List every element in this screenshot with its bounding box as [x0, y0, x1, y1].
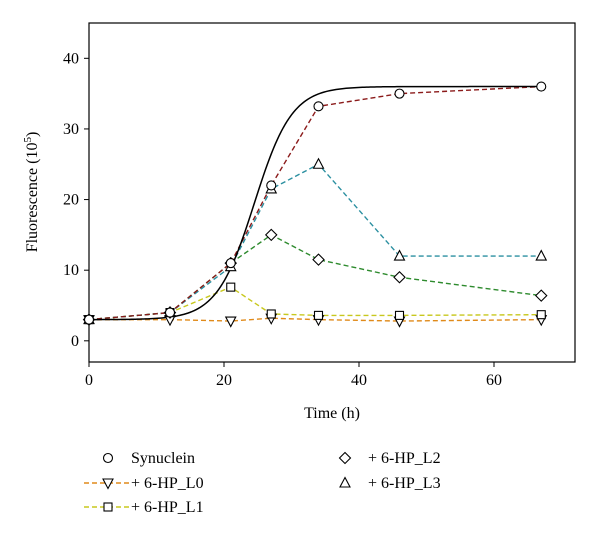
legend-item: + 6-HP_L1: [84, 499, 204, 516]
legend-label: + 6-HP_L0: [131, 475, 204, 492]
data-point: [536, 310, 546, 320]
series-line: [88, 163, 542, 321]
legend: Synuclein + 6-HP_L0 + 6-HP_L1 + 6-HP_L2 + 6-…: [84, 450, 441, 516]
y-tick-label: 30: [63, 121, 79, 138]
data-point: [224, 316, 237, 328]
fit-curve: [89, 85, 543, 321]
series-line: [88, 85, 542, 321]
y-tick-label: 0: [71, 333, 79, 350]
chart-marks: [82, 81, 548, 328]
legend-marker: [102, 452, 114, 464]
x-tick-label: 0: [85, 372, 93, 389]
data-point: [266, 180, 277, 191]
data-point: [312, 253, 325, 266]
axis-ticks: 0 20 40 60 0 10 20 30 40: [63, 50, 502, 389]
y-tick-label: 20: [63, 192, 79, 209]
legend-item: Synuclein: [102, 450, 195, 467]
data-point: [313, 101, 324, 112]
data-point: [164, 307, 176, 318]
legend-item: + 6-HP_L2: [338, 450, 441, 467]
data-point: [394, 88, 405, 99]
legend-item: + 6-HP_L0: [84, 475, 204, 492]
data-point: [83, 314, 95, 325]
data-point: [266, 309, 276, 319]
data-point: [536, 81, 547, 92]
legend-marker: [102, 478, 114, 490]
y-axis-label: Fluorescence (105): [22, 132, 41, 253]
data-point: [313, 310, 324, 320]
x-tick-label: 40: [351, 372, 367, 389]
data-point: [264, 228, 278, 242]
data-point: [225, 258, 236, 269]
y-tick-label: 10: [63, 262, 79, 279]
legend-label: Synuclein: [131, 450, 195, 467]
data-point: [534, 289, 548, 302]
legend-label: + 6-HP_L2: [368, 450, 441, 467]
series-line: [88, 234, 542, 321]
legend-label: + 6-HP_L3: [368, 475, 441, 492]
data-point: [393, 270, 406, 284]
data-point: [535, 249, 548, 261]
legend-item: + 6-HP_L3: [339, 475, 441, 492]
legend-marker: [103, 502, 113, 512]
plot-frame: [88, 22, 576, 363]
legend-marker: [339, 476, 351, 488]
x-tick-label: 20: [216, 372, 232, 389]
y-tick-label: 40: [63, 50, 79, 67]
x-tick-label: 60: [486, 372, 502, 389]
x-axis-label: Time (h): [304, 405, 360, 422]
data-point: [393, 249, 406, 261]
data-point: [312, 157, 325, 169]
data-point: [394, 310, 405, 320]
data-point: [226, 282, 236, 292]
legend-marker: [338, 451, 352, 465]
legend-label: + 6-HP_L1: [131, 499, 204, 516]
